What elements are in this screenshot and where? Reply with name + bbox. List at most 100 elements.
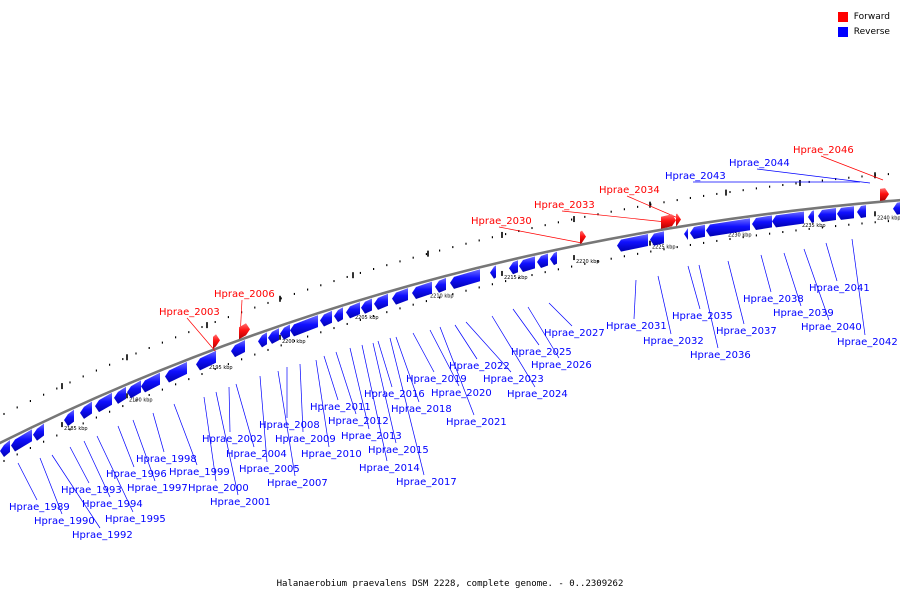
reverse-gene-block[interactable] — [412, 281, 432, 300]
reverse-gene-label[interactable]: Hprae_2042 — [837, 337, 898, 348]
reverse-gene-label[interactable]: Hprae_2032 — [643, 336, 704, 347]
reverse-gene-label[interactable]: Hprae_1990 — [34, 516, 95, 527]
reverse-gene-label[interactable]: Hprae_1996 — [106, 469, 167, 480]
reverse-gene-block[interactable] — [95, 392, 112, 413]
reverse-gene-label[interactable]: Hprae_2040 — [801, 322, 862, 333]
reverse-gene-block[interactable] — [550, 251, 557, 266]
reverse-gene-block[interactable] — [11, 429, 32, 452]
reverse-gene-label[interactable]: Hprae_2025 — [511, 347, 572, 358]
reverse-gene-label[interactable]: Hprae_1993 — [61, 485, 122, 496]
reverse-gene-block[interactable] — [684, 227, 688, 240]
reverse-gene-block[interactable] — [346, 302, 360, 319]
reverse-gene-block[interactable] — [772, 211, 804, 228]
reverse-gene-label[interactable]: Hprae_2007 — [267, 478, 328, 489]
forward-gene-label[interactable]: Hprae_2006 — [214, 289, 275, 300]
reverse-gene-block[interactable] — [450, 269, 480, 289]
reverse-gene-label[interactable]: Hprae_2039 — [773, 308, 834, 319]
forward-gene-block[interactable] — [580, 230, 586, 244]
reverse-gene-block[interactable] — [361, 298, 372, 314]
forward-gene-block[interactable] — [239, 323, 250, 340]
reverse-gene-label[interactable]: Hprae_1994 — [82, 499, 143, 510]
reverse-gene-block[interactable] — [80, 401, 92, 419]
forward-gene-block[interactable] — [676, 213, 681, 227]
reverse-gene-block[interactable] — [752, 215, 772, 230]
reverse-gene-label[interactable]: Hprae_2038 — [743, 294, 804, 305]
reverse-gene-label[interactable]: Hprae_2019 — [406, 374, 467, 385]
reverse-gene-block[interactable] — [650, 231, 664, 246]
reverse-gene-label[interactable]: Hprae_2009 — [275, 434, 336, 445]
reverse-gene-label[interactable]: Hprae_2021 — [446, 417, 507, 428]
reverse-gene-block[interactable] — [127, 380, 141, 399]
reverse-gene-label[interactable]: Hprae_1999 — [169, 467, 230, 478]
reverse-gene-label[interactable]: Hprae_2041 — [809, 283, 870, 294]
reverse-gene-block[interactable] — [165, 361, 187, 383]
reverse-gene-label[interactable]: Hprae_2027 — [544, 328, 605, 339]
reverse-gene-label[interactable]: Hprae_2022 — [449, 361, 510, 372]
reverse-gene-label[interactable]: Hprae_2015 — [368, 445, 429, 456]
reverse-gene-label[interactable]: Hprae_1997 — [127, 483, 188, 494]
forward-gene-label[interactable]: Hprae_2030 — [471, 216, 532, 227]
reverse-gene-label[interactable]: Hprae_2026 — [531, 360, 592, 371]
reverse-gene-block[interactable] — [392, 288, 408, 305]
reverse-gene-label[interactable]: Hprae_2024 — [507, 389, 568, 400]
reverse-gene-block[interactable] — [334, 307, 343, 323]
reverse-gene-label[interactable]: Hprae_2031 — [606, 321, 667, 332]
reverse-gene-block[interactable] — [374, 293, 388, 310]
reverse-gene-label[interactable]: Hprae_2001 — [210, 497, 271, 508]
reverse-gene-block[interactable] — [808, 210, 814, 224]
reverse-gene-label[interactable]: Hprae_2044 — [729, 158, 790, 169]
reverse-gene-block[interactable] — [114, 386, 126, 404]
reverse-gene-block[interactable] — [141, 372, 160, 393]
reverse-gene-label[interactable]: Hprae_2036 — [690, 350, 751, 361]
reverse-gene-label[interactable]: Hprae_2018 — [391, 404, 452, 415]
reverse-gene-label[interactable]: Hprae_2010 — [301, 449, 362, 460]
reverse-gene-label[interactable]: Hprae_2023 — [483, 374, 544, 385]
reverse-gene-block[interactable] — [280, 324, 290, 340]
reverse-gene-block[interactable] — [33, 423, 44, 441]
forward-gene-label[interactable]: Hprae_2033 — [534, 200, 595, 211]
reverse-gene-label[interactable]: Hprae_2043 — [665, 171, 726, 182]
reverse-gene-block[interactable] — [290, 315, 318, 337]
forward-gene-label[interactable]: Hprae_2003 — [159, 307, 220, 318]
reverse-gene-label[interactable]: Hprae_2013 — [341, 431, 402, 442]
reverse-gene-label[interactable]: Hprae_2004 — [226, 449, 287, 460]
reverse-gene-label[interactable]: Hprae_1998 — [136, 454, 197, 465]
reverse-gene-block[interactable] — [617, 234, 648, 252]
reverse-gene-block[interactable] — [0, 439, 10, 457]
reverse-gene-block[interactable] — [818, 208, 836, 222]
reverse-gene-block[interactable] — [231, 340, 245, 358]
reverse-gene-block[interactable] — [857, 205, 866, 218]
reverse-gene-label[interactable]: Hprae_2016 — [364, 389, 425, 400]
reverse-gene-label[interactable]: Hprae_2017 — [396, 477, 457, 488]
reverse-gene-block[interactable] — [837, 206, 854, 220]
reverse-gene-block[interactable] — [690, 224, 705, 240]
reverse-gene-block[interactable] — [706, 218, 750, 237]
reverse-gene-block[interactable] — [258, 332, 267, 348]
reverse-gene-label[interactable]: Hprae_1989 — [9, 502, 70, 513]
reverse-gene-label[interactable]: Hprae_2020 — [431, 388, 492, 399]
reverse-gene-block[interactable] — [64, 409, 74, 427]
forward-gene-block[interactable] — [213, 334, 220, 349]
reverse-gene-label[interactable]: Hprae_2037 — [716, 326, 777, 337]
reverse-gene-label[interactable]: Hprae_2035 — [672, 311, 733, 322]
reverse-gene-label[interactable]: Hprae_2008 — [259, 420, 320, 431]
forward-gene-label[interactable]: Hprae_2046 — [793, 145, 854, 156]
reverse-gene-label[interactable]: Hprae_2014 — [359, 463, 420, 474]
reverse-gene-block[interactable] — [509, 260, 518, 275]
reverse-gene-label[interactable]: Hprae_1992 — [72, 530, 133, 541]
reverse-gene-label[interactable]: Hprae_1995 — [105, 514, 166, 525]
forward-gene-block[interactable] — [880, 188, 889, 201]
reverse-gene-block[interactable] — [320, 310, 332, 327]
reverse-gene-block[interactable] — [196, 350, 216, 371]
reverse-gene-block[interactable] — [435, 277, 446, 293]
reverse-gene-block[interactable] — [519, 256, 535, 272]
forward-gene-block[interactable] — [661, 214, 676, 229]
reverse-gene-label[interactable]: Hprae_2005 — [239, 464, 300, 475]
forward-gene-label[interactable]: Hprae_2034 — [599, 185, 660, 196]
reverse-gene-block[interactable] — [490, 265, 496, 279]
reverse-gene-label[interactable]: Hprae_2012 — [328, 416, 389, 427]
reverse-gene-block[interactable] — [893, 202, 900, 215]
reverse-gene-label[interactable]: Hprae_2011 — [310, 402, 371, 413]
reverse-gene-block[interactable] — [268, 328, 279, 344]
reverse-gene-block[interactable] — [537, 253, 548, 268]
